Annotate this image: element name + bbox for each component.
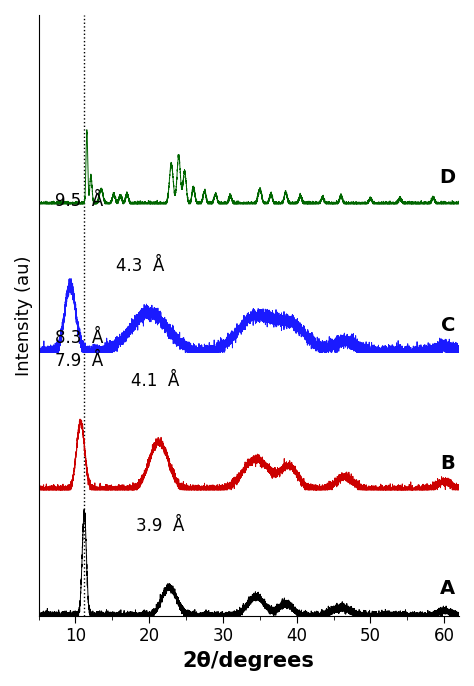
Text: 7.9  Å: 7.9 Å: [55, 352, 103, 370]
Text: D: D: [439, 167, 456, 187]
Text: 8.3  Å: 8.3 Å: [55, 329, 103, 347]
X-axis label: 2θ/degrees: 2θ/degrees: [183, 651, 315, 671]
Text: 4.3  Å: 4.3 Å: [116, 257, 164, 275]
Text: C: C: [441, 316, 456, 335]
Text: 3.9  Å: 3.9 Å: [136, 517, 184, 535]
Text: A: A: [440, 580, 456, 598]
Y-axis label: Intensity (au): Intensity (au): [15, 255, 33, 375]
Text: 4.1  Å: 4.1 Å: [131, 372, 179, 390]
Text: 9.5  Å: 9.5 Å: [55, 192, 103, 210]
Text: B: B: [440, 453, 456, 473]
